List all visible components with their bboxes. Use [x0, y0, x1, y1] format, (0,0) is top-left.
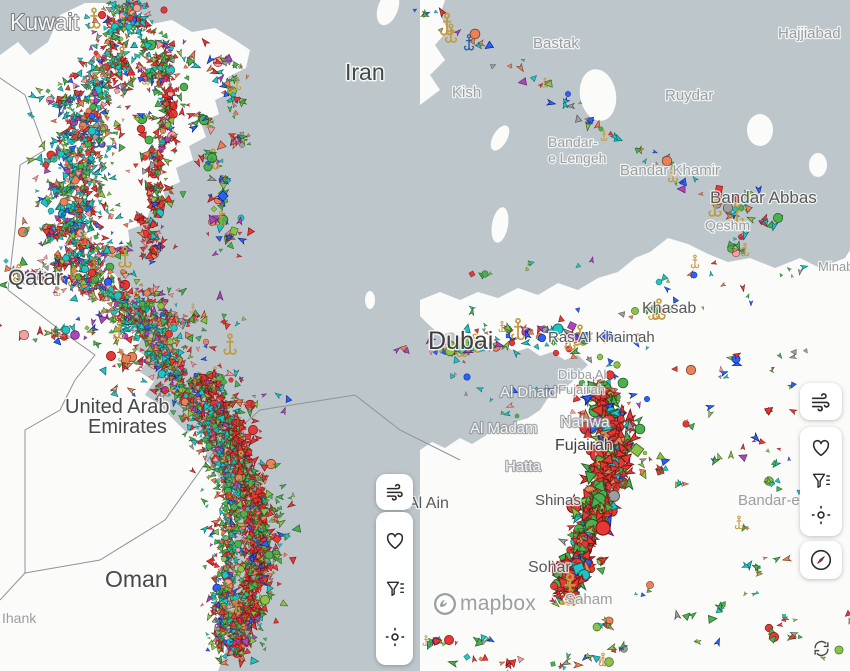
svg-text:Dubai: Dubai	[428, 327, 493, 355]
svg-text:Minab: Minab	[818, 259, 850, 274]
svg-text:Ihank: Ihank	[2, 610, 37, 626]
svg-text:Fujairah: Fujairah	[558, 382, 605, 397]
svg-text:Oman: Oman	[105, 566, 168, 592]
svg-text:Qatar: Qatar	[8, 265, 63, 290]
svg-text:Bastak: Bastak	[533, 35, 579, 52]
svg-text:Khasab: Khasab	[642, 300, 696, 317]
svg-text:Kuwait: Kuwait	[10, 9, 80, 35]
svg-text:Kish: Kish	[452, 84, 481, 101]
svg-text:Ruydar: Ruydar	[665, 87, 713, 104]
svg-text:Fujairah: Fujairah	[555, 437, 613, 454]
svg-text:Bandar Abbas: Bandar Abbas	[710, 188, 817, 207]
svg-text:Bandar Khamir: Bandar Khamir	[620, 162, 720, 179]
svg-text:Iran: Iran	[345, 59, 385, 85]
svg-text:Hatta: Hatta	[505, 458, 542, 475]
svg-text:Shinas: Shinas	[535, 492, 581, 509]
svg-text:United Arab: United Arab	[65, 396, 170, 418]
svg-text:Emirates: Emirates	[88, 416, 167, 438]
svg-text:Al Ain: Al Ain	[408, 495, 449, 512]
svg-text:Bandar-: Bandar-	[548, 134, 598, 150]
svg-text:Hajjiabad: Hajjiabad	[778, 25, 841, 42]
svg-text:Al Dhaid: Al Dhaid	[500, 384, 557, 401]
svg-text:Ras Al Khaimah: Ras Al Khaimah	[548, 329, 655, 346]
svg-text:Al Madam: Al Madam	[470, 420, 538, 437]
svg-text:e Lengeh: e Lengeh	[548, 150, 606, 166]
svg-text:Sohar: Sohar	[528, 559, 571, 576]
svg-text:Qeshm: Qeshm	[705, 217, 750, 233]
svg-text:Saham: Saham	[565, 591, 613, 608]
svg-text:Dibba Al: Dibba Al	[558, 367, 607, 382]
svg-text:Nahwa: Nahwa	[560, 414, 610, 431]
